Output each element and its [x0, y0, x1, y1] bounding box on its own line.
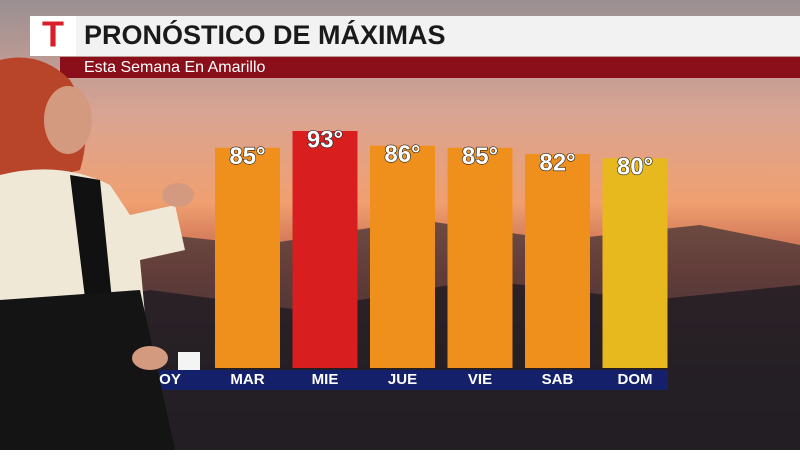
bar: [292, 131, 358, 368]
hand: [162, 183, 194, 207]
x-tick-label: MIE: [312, 371, 339, 388]
subtitle: Esta Semana En Amarillo: [84, 59, 266, 76]
bar: [447, 147, 513, 368]
x-tick-label: OY: [159, 371, 181, 388]
value-label: 82°: [539, 149, 575, 176]
value-label: 85°: [229, 143, 265, 170]
title: PRONÓSTICO DE MÁXIMAS: [84, 19, 446, 50]
bar: [525, 154, 590, 368]
x-tick-label: VIE: [468, 371, 492, 388]
logo: T: [42, 14, 64, 55]
hidden-bar: [178, 352, 200, 370]
value-label: 93°: [307, 126, 343, 153]
value-label: 80°: [617, 154, 653, 181]
value-label: 86°: [384, 141, 420, 168]
logo-box: [30, 16, 76, 56]
x-tick-label: JUE: [388, 371, 417, 388]
face: [44, 86, 92, 154]
bar: [370, 145, 435, 368]
x-tick-label: SAB: [542, 371, 574, 388]
hand: [132, 346, 168, 370]
bar: [602, 158, 668, 368]
skirt: [0, 290, 175, 450]
subtitle-bar: [60, 57, 800, 78]
x-tick-label: DOM: [618, 371, 653, 388]
value-label: 85°: [462, 143, 498, 170]
x-tick-label: MAR: [230, 371, 264, 388]
presenter: [0, 57, 194, 450]
bar: [215, 147, 280, 368]
category-strip: [160, 370, 668, 390]
title-bar: [30, 16, 800, 56]
